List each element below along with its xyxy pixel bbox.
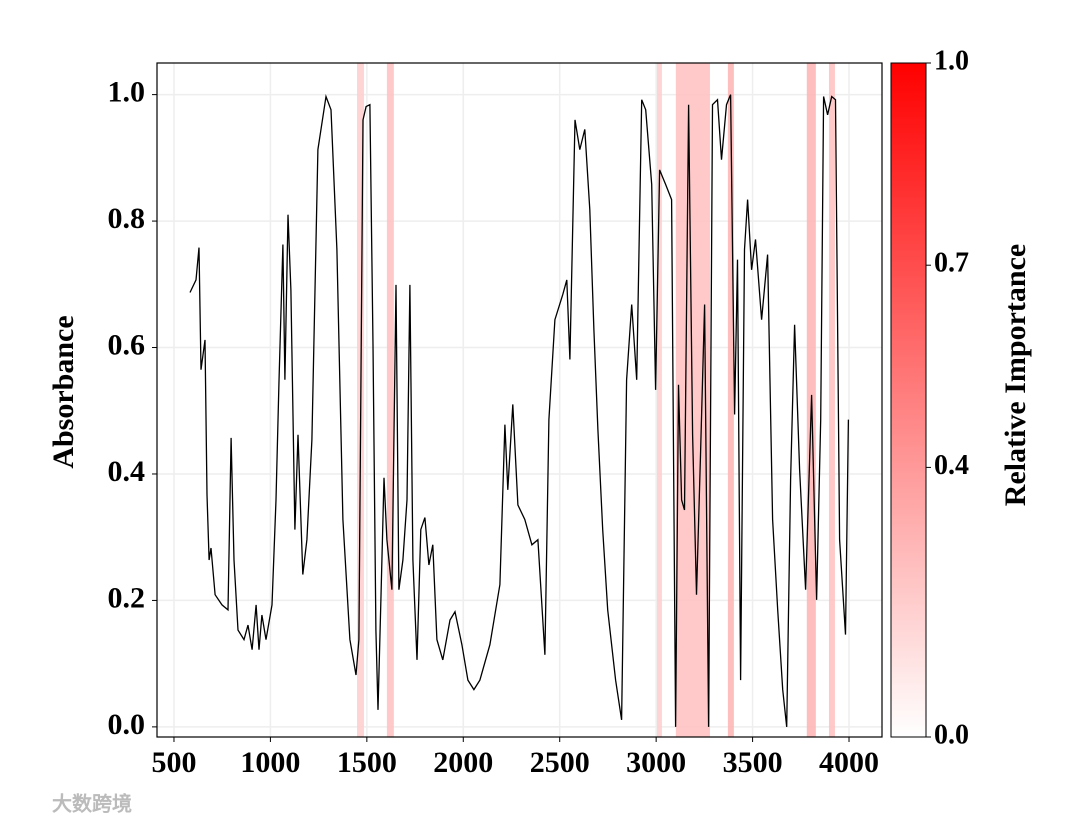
y-tick-label: 0.2	[108, 581, 146, 614]
x-tick-label: 500	[151, 746, 196, 779]
y-tick-label: 0.4	[108, 455, 146, 488]
importance-band	[386, 63, 394, 737]
y-tick-label: 1.0	[108, 76, 146, 109]
plot-area	[157, 63, 882, 737]
x-tick-label: 1500	[337, 746, 397, 779]
colorbar-tick-label: 0.4	[934, 450, 969, 481]
colorbar-tick-label: 1.0	[934, 45, 969, 76]
y-tick-label: 0.0	[108, 708, 146, 741]
watermark: 大数跨境	[52, 792, 132, 816]
importance-band	[727, 63, 734, 737]
colorbar	[890, 62, 927, 738]
colorbar-tick-label: 0.0	[934, 719, 969, 750]
x-tick-label: 3500	[723, 746, 783, 779]
x-tick-label: 2500	[530, 746, 590, 779]
colorbar-label: Relative Importance	[999, 244, 1032, 506]
plot-frame	[156, 62, 883, 738]
x-tick-label: 4000	[819, 746, 879, 779]
importance-band	[675, 63, 710, 737]
y-axis-label: Absorbance	[47, 315, 80, 468]
x-tick-label: 1000	[240, 746, 300, 779]
x-tick-label: 3000	[626, 746, 686, 779]
importance-band	[656, 63, 662, 737]
y-tick-label: 0.8	[108, 202, 146, 235]
x-tick-label: 2000	[433, 746, 493, 779]
y-tick-label: 0.6	[108, 328, 146, 361]
colorbar-tick-label: 0.7	[934, 248, 969, 279]
importance-band	[828, 63, 835, 737]
spectrum-line	[189, 93, 850, 727]
